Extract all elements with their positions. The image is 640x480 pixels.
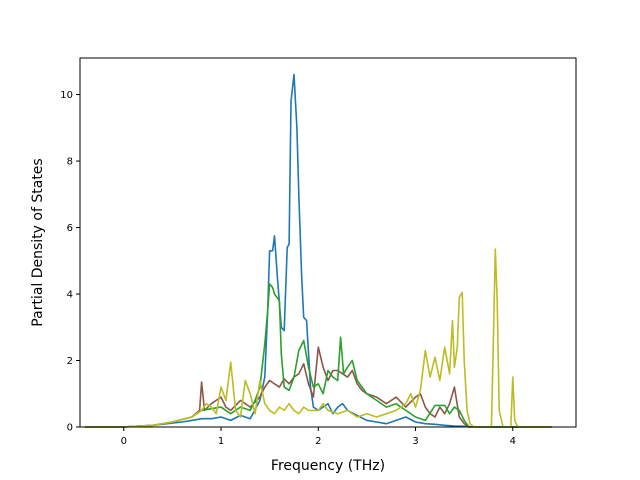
y-tick-label: 4 [67,290,73,301]
y-tick-label: 6 [67,223,73,234]
x-tick-label: 3 [412,436,418,447]
series-line-2 [84,346,552,428]
x-tick-label: 2 [315,436,321,447]
y-axis: 0 2 4 6 8 10 [60,90,80,434]
y-tick-label: 2 [67,356,73,367]
series-line-1 [84,73,552,428]
y-tick-label: 0 [67,423,73,434]
y-tick-label: 10 [60,90,73,101]
plot-frame [79,57,577,428]
series-line-3 [84,283,552,428]
y-tick-label: 8 [67,157,73,168]
x-tick-label: 1 [218,436,224,447]
series-lines [84,73,552,428]
x-tick-label: 0 [121,436,127,447]
x-axis: 0 1 2 3 4 [121,427,516,447]
x-axis-label: Frequency (THz) [271,458,385,474]
series-line-4 [84,248,552,428]
x-tick-label: 4 [510,436,516,447]
y-axis-label: Partial Density of States [30,158,46,326]
